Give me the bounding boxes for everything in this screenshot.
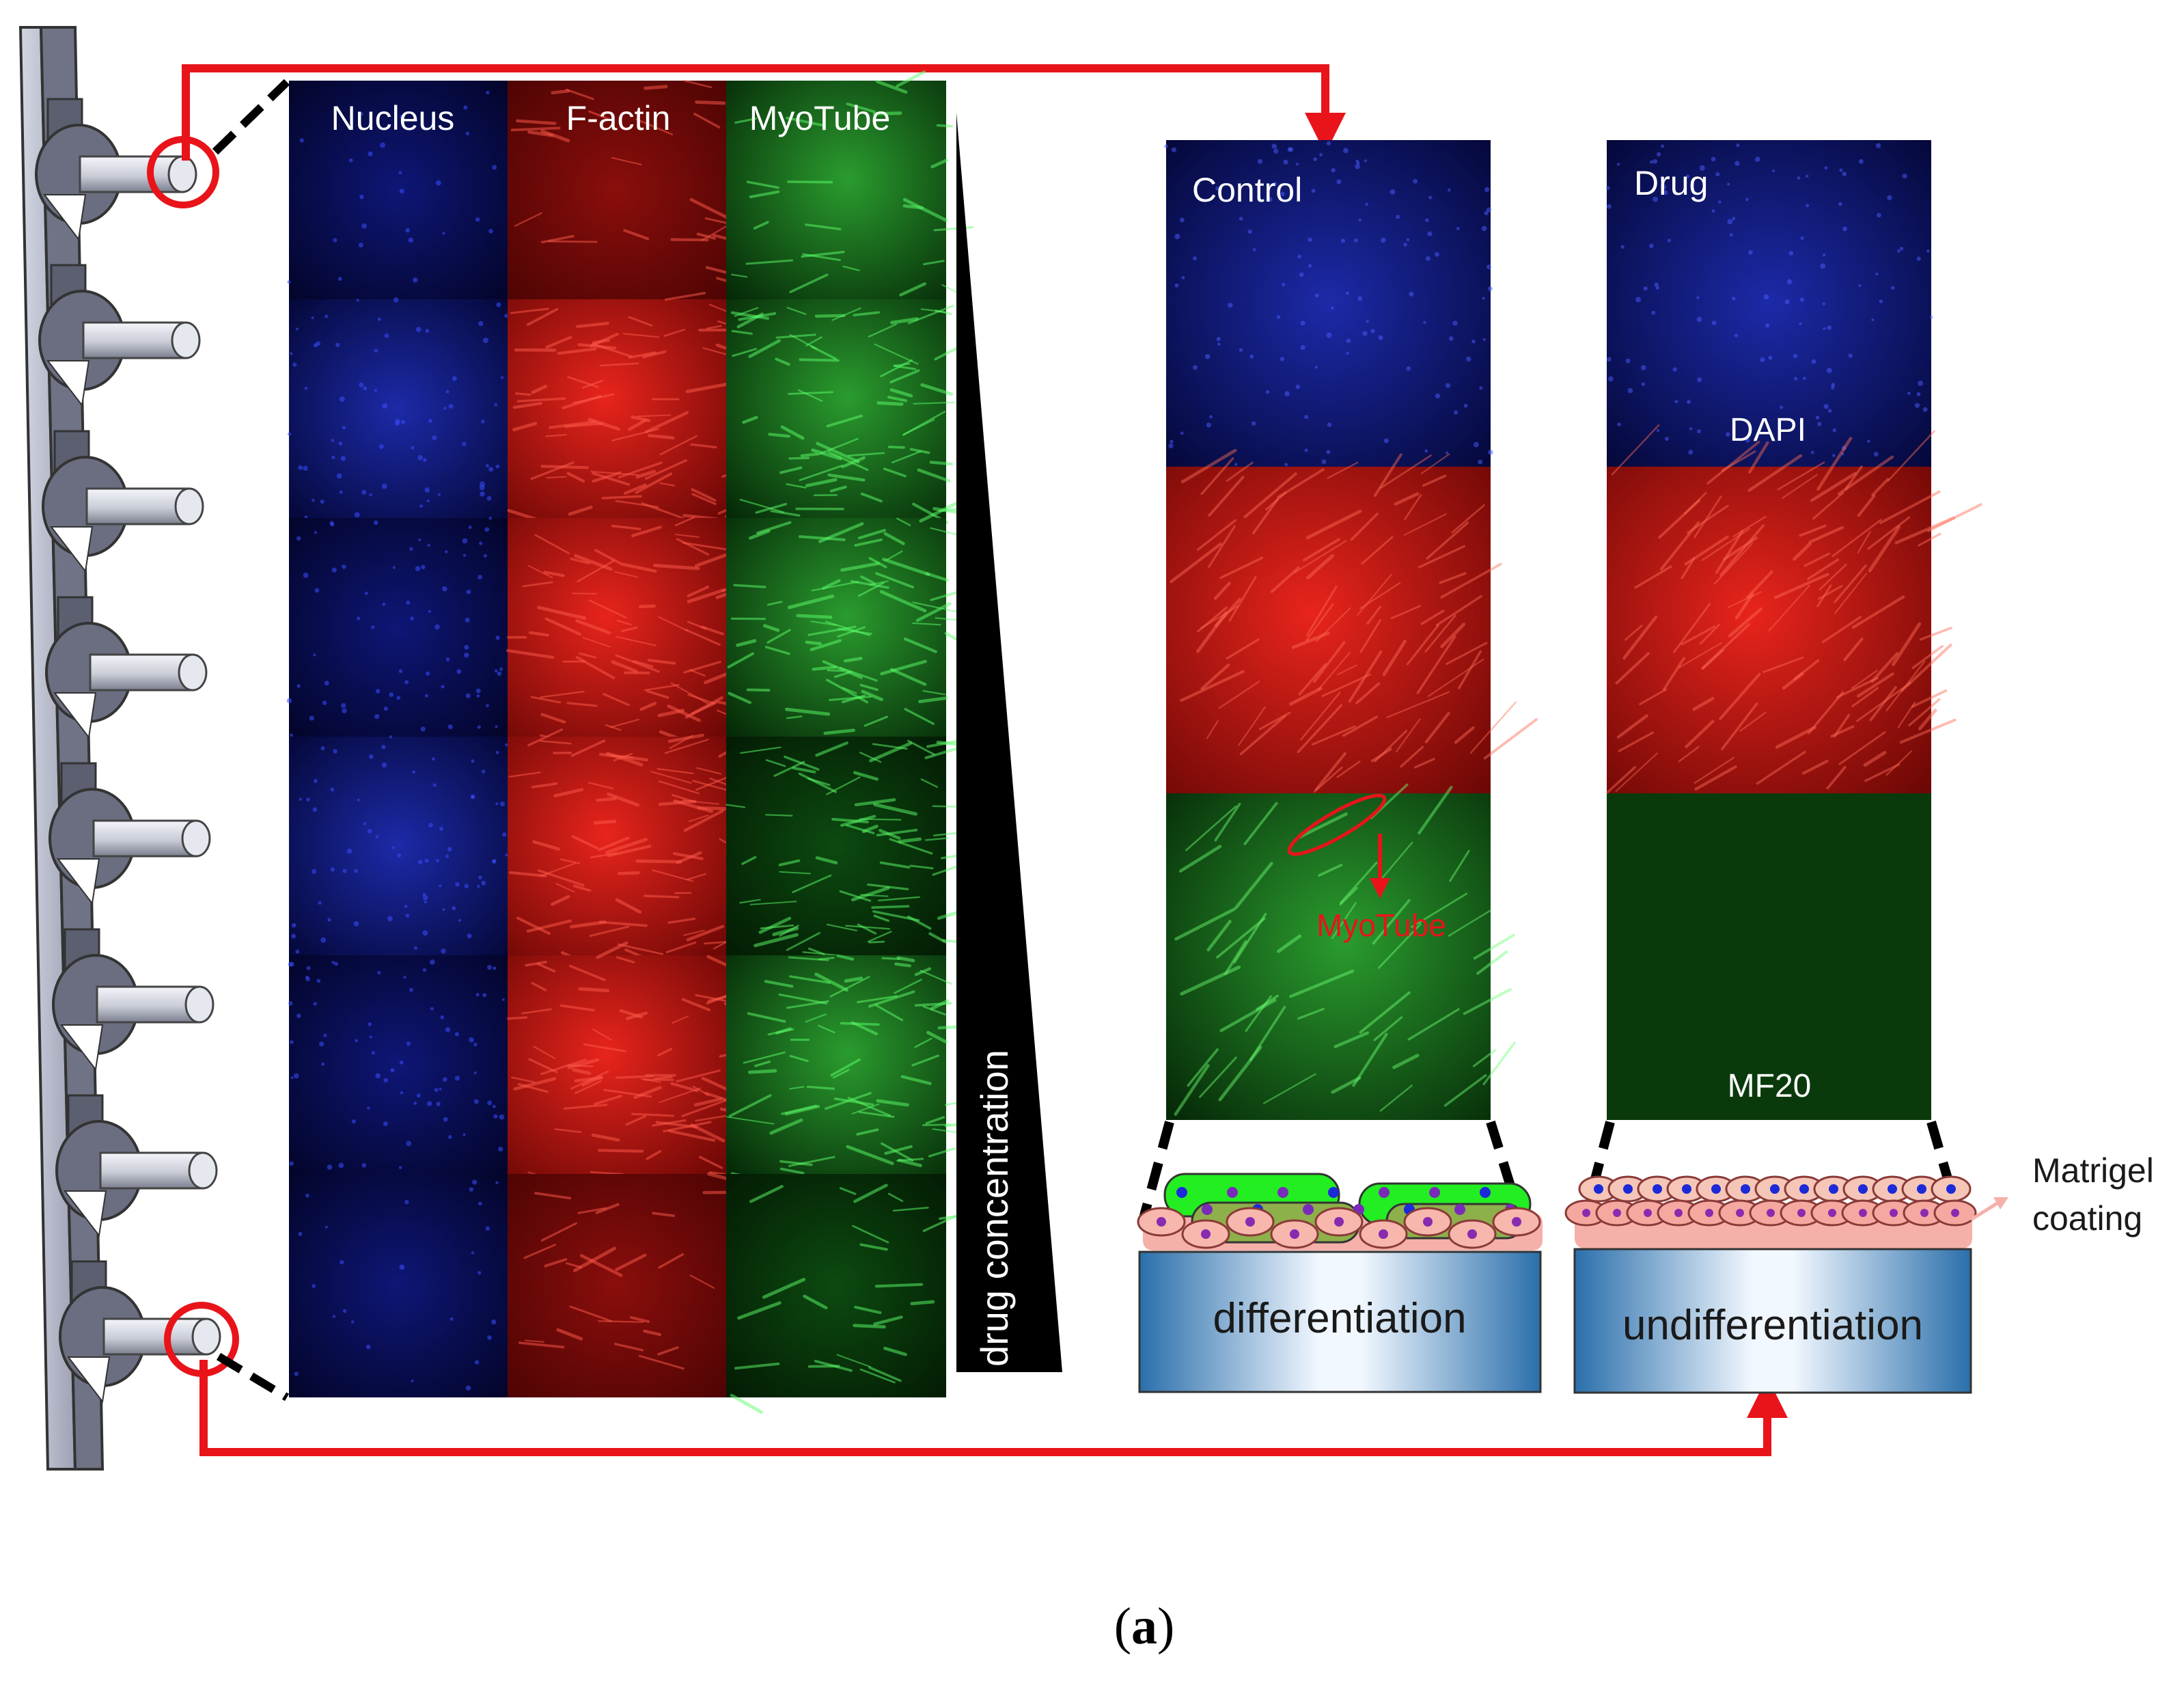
column-label-myotube: MyoTube (749, 99, 891, 137)
grid-cell-myotube-6 (726, 1174, 969, 1412)
nucleus-dot (1202, 1204, 1213, 1215)
nucleus-dot (1277, 1187, 1288, 1198)
pillar-pin (53, 929, 213, 1069)
pillar-device (20, 27, 220, 1469)
nucleus-dot (1328, 1187, 1339, 1198)
nucleus-dot (1227, 1187, 1238, 1198)
nucleus-dot (1176, 1187, 1187, 1198)
caption-letter: a (1131, 1598, 1157, 1655)
pillar-pin (36, 99, 196, 239)
caption-close: ) (1157, 1598, 1174, 1655)
nucleus-dot (1303, 1204, 1314, 1215)
myotube-annotation: MyoTube (1316, 907, 1446, 943)
grid-cell-factin-5 (508, 943, 762, 1181)
grid-cell-nucleus-6 (289, 1174, 508, 1397)
matrigel-label-line2: coating (2032, 1199, 2142, 1238)
grid-cell-nucleus-3 (287, 517, 508, 737)
pillar-pin (43, 431, 203, 571)
control-panel: Control MyoTube (1164, 140, 1536, 1120)
substrate-right: undifferentiation (1575, 1249, 1971, 1393)
grid-cell-nucleus-4 (289, 735, 508, 955)
grid-cell-factin-6 (508, 1174, 749, 1397)
grid-cell-nucleus-2 (288, 297, 508, 519)
column-label-nucleus: Nucleus (331, 99, 455, 137)
column-label-factin: F-actin (566, 99, 671, 137)
grid-cell-myotube-4 (726, 737, 978, 955)
microscopy-grid (287, 72, 989, 1412)
pillar-pin (46, 597, 206, 737)
pillar-pin (60, 1261, 220, 1402)
grid-cell-myotube-3 (726, 504, 976, 737)
grid-cell-myotube-2 (726, 299, 980, 523)
nucleus-dot (1480, 1187, 1491, 1198)
nucleus-dot (1379, 1187, 1390, 1198)
matrigel-label-line1: Matrigel (2032, 1151, 2154, 1190)
caption-open: ( (1114, 1598, 1131, 1655)
substrate-left: differentiation (1139, 1252, 1540, 1392)
nucleus-dot (1429, 1187, 1440, 1198)
nucleus-dot (1454, 1204, 1465, 1215)
dapi-label: DAPI (1730, 412, 1806, 448)
figure-caption: (a) (1114, 1598, 1175, 1655)
grid-cell-myotube-5 (726, 955, 989, 1177)
mf20-label: MF20 (1728, 1068, 1812, 1104)
pillar-pin (40, 265, 199, 405)
undifferentiation-label: undifferentiation (1622, 1302, 1923, 1349)
drug-title: Drug (1634, 164, 1708, 202)
undifferentiated-cell-layer (1566, 1177, 1976, 1248)
grid-cell-factin-4 (508, 730, 754, 966)
differentiated-cell-layer (1138, 1174, 1543, 1250)
matrigel-callout: Matrigel coating (1971, 1151, 2154, 1238)
grid-cell-nucleus-5 (288, 955, 508, 1174)
pillar-pin (50, 763, 210, 903)
drug-panel: Drug DAPI MF20 (1606, 140, 1981, 1120)
drug-concentration-label: drug concentration (973, 1050, 1016, 1367)
control-title: Control (1192, 171, 1302, 209)
differentiation-label: differentiation (1213, 1295, 1466, 1342)
pillar-pin (57, 1095, 217, 1235)
grid-column-labels: Nucleus F-actin MyoTube (331, 99, 891, 137)
grid-cell-factin-3 (508, 517, 756, 741)
drug-concentration-wedge: drug concentration (956, 113, 1062, 1372)
